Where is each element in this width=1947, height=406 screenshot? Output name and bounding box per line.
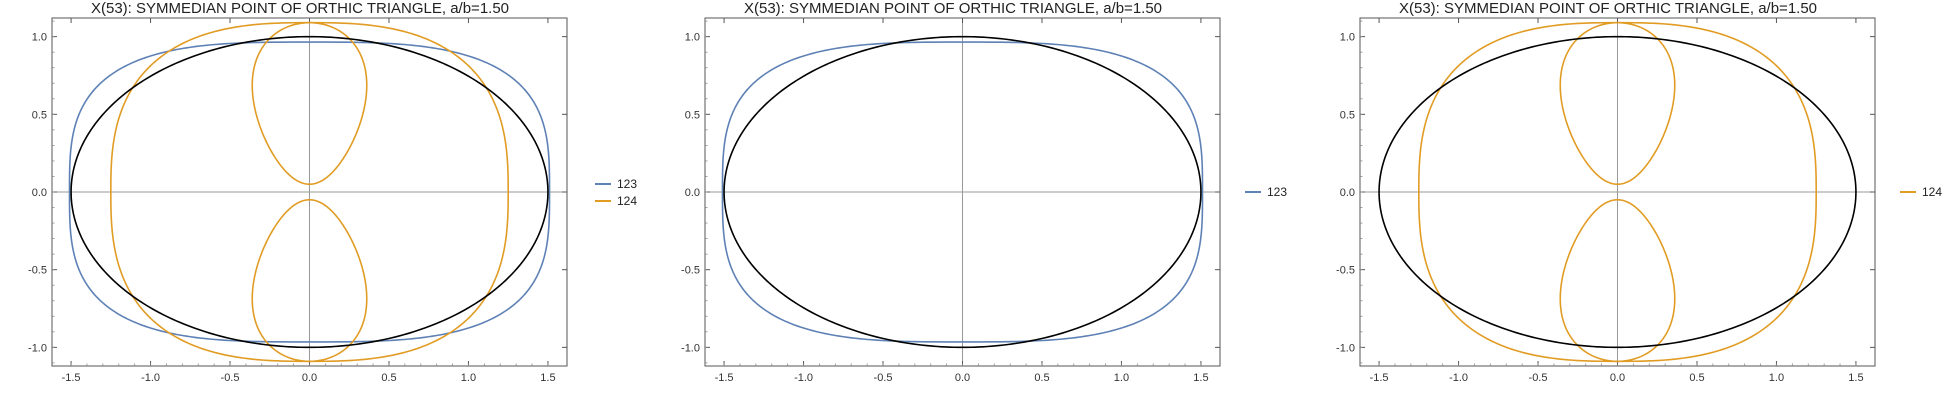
series-123-curve <box>68 41 551 343</box>
series-124-lower-lobe <box>1559 198 1676 363</box>
y-tick-label: 0.5 <box>685 109 700 121</box>
chart-panel-2: X(53): SYMMEDIAN POINT OF ORTHIC TRIANGL… <box>681 0 1287 384</box>
x-tick-label: -0.5 <box>221 372 240 384</box>
series-124-outer-curve <box>110 21 509 363</box>
x-tick-label: 1.0 <box>1114 372 1129 384</box>
series-124-upper-lobe <box>1559 21 1676 186</box>
y-tick-label: 0.0 <box>685 187 700 199</box>
y-tick-label: -1.0 <box>1336 342 1355 354</box>
x-tick-label: 0.5 <box>1689 372 1704 384</box>
y-tick-label: -0.5 <box>28 265 47 277</box>
x-tick-label: -0.5 <box>1529 372 1548 384</box>
x-tick-label: -1.5 <box>62 372 81 384</box>
series-124-upper-lobe <box>251 21 368 186</box>
x-tick-label: 0.5 <box>381 372 396 384</box>
x-tick-label: -1.5 <box>715 372 734 384</box>
chart-title: X(53): SYMMEDIAN POINT OF ORTHIC TRIANGL… <box>1399 0 1817 17</box>
y-tick-label: -0.5 <box>1336 265 1355 277</box>
x-tick-label: 0.0 <box>1610 372 1625 384</box>
y-tick-label: -1.0 <box>28 342 47 354</box>
y-tick-label: 0.5 <box>1340 109 1355 121</box>
x-tick-label: 0.0 <box>302 372 317 384</box>
y-tick-label: 1.0 <box>32 32 47 44</box>
series-124-lower-lobe <box>251 198 368 363</box>
y-tick-label: 1.0 <box>685 32 700 44</box>
x-tick-label: 1.0 <box>1769 372 1784 384</box>
x-tick-label: 0.0 <box>955 372 970 384</box>
y-tick-label: 0.5 <box>32 109 47 121</box>
legend-label-124: 124 <box>617 194 637 208</box>
series-123-curve <box>721 41 1204 343</box>
x-tick-label: -1.0 <box>794 372 813 384</box>
reference-ellipse <box>1378 35 1857 349</box>
y-tick-label: 1.0 <box>1340 32 1355 44</box>
x-tick-label: 1.5 <box>540 372 555 384</box>
series-124-outer-curve <box>1418 21 1817 363</box>
chart-panel-1: X(53): SYMMEDIAN POINT OF ORTHIC TRIANGL… <box>28 0 637 384</box>
y-tick-label: -1.0 <box>681 342 700 354</box>
x-tick-label: -1.0 <box>141 372 160 384</box>
chart-title: X(53): SYMMEDIAN POINT OF ORTHIC TRIANGL… <box>744 0 1162 17</box>
reference-ellipse <box>723 35 1202 349</box>
y-tick-label: 0.0 <box>1340 187 1355 199</box>
x-tick-label: 1.0 <box>461 372 476 384</box>
x-tick-label: 1.5 <box>1193 372 1208 384</box>
x-tick-label: -1.0 <box>1449 372 1468 384</box>
x-tick-label: 1.5 <box>1848 372 1863 384</box>
x-tick-label: 0.5 <box>1034 372 1049 384</box>
legend-label-123: 123 <box>617 177 637 191</box>
chart-panel-3: X(53): SYMMEDIAN POINT OF ORTHIC TRIANGL… <box>1336 0 1942 384</box>
x-tick-label: -0.5 <box>874 372 893 384</box>
x-tick-label: -1.5 <box>1370 372 1389 384</box>
legend-label-123: 123 <box>1267 185 1287 199</box>
reference-ellipse <box>70 35 549 349</box>
chart-title: X(53): SYMMEDIAN POINT OF ORTHIC TRIANGL… <box>91 0 509 17</box>
y-tick-label: -0.5 <box>681 265 700 277</box>
legend-label-124: 124 <box>1922 185 1942 199</box>
y-tick-label: 0.0 <box>32 187 47 199</box>
